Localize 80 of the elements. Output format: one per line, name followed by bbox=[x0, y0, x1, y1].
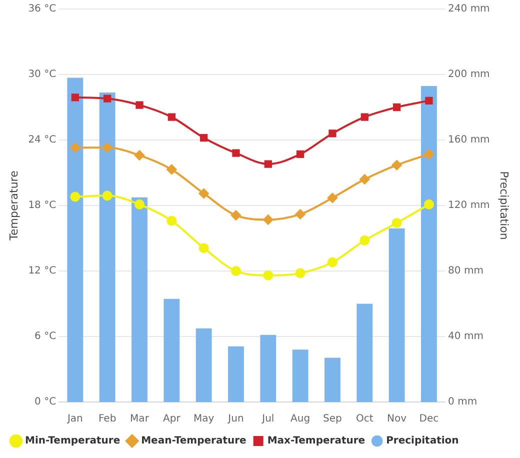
y-tick-label: 12 °C bbox=[28, 266, 56, 277]
y2-tick-label: 0 mm bbox=[448, 396, 478, 408]
bar bbox=[324, 358, 340, 402]
point bbox=[360, 235, 370, 246]
bar bbox=[260, 334, 276, 402]
point bbox=[230, 266, 241, 276]
bar bbox=[228, 346, 244, 402]
point bbox=[232, 149, 240, 157]
y2-axis-title: Precipitation bbox=[498, 171, 511, 240]
legend-label: Mean-Temperature bbox=[141, 436, 247, 447]
bar bbox=[67, 78, 84, 402]
legend-label: Min-Temperature bbox=[25, 436, 120, 447]
point bbox=[295, 268, 306, 278]
x-tick-label: Jan bbox=[66, 414, 83, 425]
x-tick-label: Oct bbox=[356, 414, 374, 425]
bar bbox=[164, 298, 180, 402]
bar bbox=[388, 228, 405, 402]
y2-tick-label: 40 mm bbox=[448, 331, 484, 342]
point bbox=[104, 94, 112, 102]
point bbox=[392, 160, 402, 170]
x-tick-label: Jul bbox=[261, 414, 274, 425]
point bbox=[134, 199, 144, 210]
point bbox=[360, 113, 368, 121]
bar bbox=[132, 197, 148, 402]
bar bbox=[421, 86, 437, 402]
x-tick-label: Jun bbox=[227, 414, 244, 425]
y-tick-label: 6 °C bbox=[34, 331, 56, 342]
y2-tick-label: 240 mm bbox=[448, 4, 490, 15]
x-tick-label: Sep bbox=[323, 414, 342, 425]
point bbox=[263, 270, 274, 280]
bar bbox=[356, 304, 373, 402]
x-tick-label: Mar bbox=[130, 414, 150, 425]
point bbox=[424, 199, 434, 210]
point bbox=[166, 164, 177, 174]
point bbox=[327, 192, 338, 203]
y2-tick-label: 120 mm bbox=[448, 200, 490, 212]
bar bbox=[196, 328, 212, 402]
point bbox=[296, 150, 304, 158]
point bbox=[425, 96, 433, 105]
bar bbox=[292, 350, 308, 402]
point bbox=[392, 218, 402, 228]
x-tick-label: Aug bbox=[290, 414, 310, 425]
x-tick-label: Apr bbox=[163, 414, 182, 425]
point bbox=[264, 160, 272, 168]
point bbox=[198, 188, 209, 198]
point bbox=[166, 216, 177, 226]
point bbox=[392, 103, 401, 112]
bar bbox=[99, 92, 116, 402]
y-tick-label: 30 °C bbox=[28, 69, 56, 80]
point bbox=[70, 192, 80, 202]
point bbox=[230, 210, 241, 220]
point bbox=[200, 134, 208, 142]
point bbox=[134, 150, 144, 160]
y-tick-label: 24 °C bbox=[28, 134, 56, 146]
point bbox=[102, 142, 112, 153]
y-tick-label: 18 °C bbox=[28, 200, 56, 212]
point bbox=[198, 243, 209, 254]
y-axis-title: Temperature bbox=[7, 170, 20, 242]
point bbox=[295, 209, 306, 220]
point bbox=[360, 174, 370, 184]
point bbox=[71, 94, 79, 102]
legend-label: Precipitation bbox=[386, 436, 459, 447]
point bbox=[102, 190, 112, 201]
legend-label: Max-Temperature bbox=[267, 436, 366, 447]
y-tick-label: 36 °C bbox=[28, 4, 56, 15]
point bbox=[328, 130, 336, 138]
point bbox=[424, 149, 434, 160]
point bbox=[136, 101, 144, 109]
point bbox=[263, 214, 274, 225]
point bbox=[168, 113, 176, 121]
x-tick-label: Nov bbox=[387, 414, 407, 425]
point bbox=[327, 257, 338, 268]
x-tick-label: Dec bbox=[419, 414, 439, 425]
y2-tick-label: 80 mm bbox=[448, 266, 484, 277]
x-tick-label: Feb bbox=[98, 414, 116, 425]
y2-tick-label: 200 mm bbox=[448, 69, 490, 80]
point bbox=[70, 142, 80, 153]
y2-tick-label: 160 mm bbox=[448, 134, 490, 146]
x-tick-label: May bbox=[193, 414, 214, 425]
y-tick-label: 0 °C bbox=[34, 396, 56, 408]
